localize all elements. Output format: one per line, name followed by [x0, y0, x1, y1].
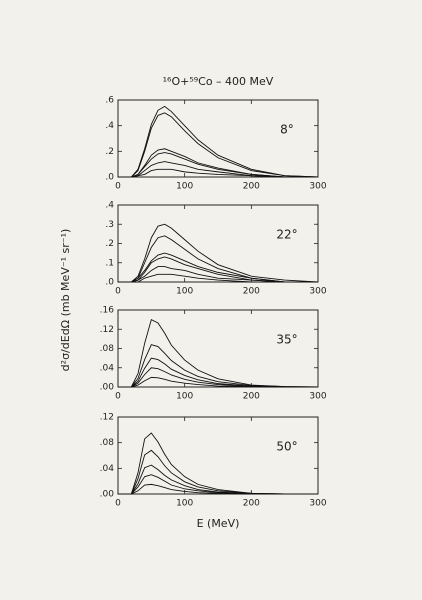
plot-frame — [117, 416, 319, 495]
curve — [118, 376, 318, 388]
y-tick-label: .12 — [100, 413, 114, 423]
x-tick-label: 300 — [309, 287, 326, 297]
x-tick-label: 100 — [176, 499, 193, 509]
y-tick-label: .04 — [100, 464, 115, 474]
y-tick-label: .12 — [100, 325, 114, 335]
y-tick-label: .1 — [105, 258, 114, 268]
y-tick-label: .4 — [105, 121, 114, 131]
curve — [118, 273, 318, 283]
y-tick-label: .16 — [100, 306, 115, 316]
x-tick-label: 0 — [115, 392, 121, 402]
curve — [118, 168, 318, 178]
x-tick-label: 200 — [243, 182, 260, 192]
curve — [118, 112, 319, 178]
y-tick-label: .0 — [105, 173, 114, 183]
angle-annotation: 8° — [280, 123, 294, 137]
x-axis-label: E (MeV) — [197, 517, 240, 530]
x-tick-label: 300 — [309, 392, 326, 402]
plot-frame — [117, 309, 319, 388]
curve — [118, 344, 319, 388]
curve — [118, 449, 318, 495]
curve — [118, 367, 318, 388]
y-tick-label: .6 — [105, 96, 114, 106]
x-tick-label: 300 — [309, 499, 326, 509]
curve — [118, 252, 318, 283]
y-tick-label: .00 — [100, 490, 115, 500]
x-tick-label: 300 — [309, 182, 326, 192]
x-tick-label: 200 — [243, 392, 260, 402]
y-tick-label: .0 — [105, 278, 114, 288]
curve — [118, 105, 319, 178]
y-axis-label: d²σ/dEdΩ (mb MeV⁻¹ sr⁻¹) — [59, 229, 72, 372]
angle-annotation: 22° — [276, 228, 297, 242]
curve — [118, 223, 319, 283]
x-tick-label: 200 — [243, 287, 260, 297]
x-tick-label: 200 — [243, 499, 260, 509]
y-tick-label: .04 — [100, 363, 115, 373]
y-tick-label: .08 — [100, 438, 115, 448]
curve — [118, 152, 318, 178]
x-tick-label: 0 — [115, 182, 121, 192]
y-tick-label: .2 — [105, 147, 114, 157]
angle-annotation: 50° — [276, 440, 297, 454]
curve — [118, 266, 318, 283]
plot-frame — [117, 99, 319, 178]
y-tick-label: .00 — [100, 383, 115, 393]
y-tick-label: .2 — [105, 239, 114, 249]
x-tick-label: 0 — [115, 499, 121, 509]
x-tick-label: 100 — [176, 392, 193, 402]
curve — [118, 357, 318, 388]
curve — [118, 256, 318, 283]
angle-annotation: 35° — [276, 333, 297, 347]
y-tick-label: .4 — [105, 201, 114, 211]
plot-frame — [117, 204, 319, 283]
y-tick-label: .08 — [100, 344, 115, 354]
curve — [118, 464, 318, 495]
x-tick-label: 0 — [115, 287, 121, 297]
x-tick-label: 100 — [176, 287, 193, 297]
curve — [118, 235, 318, 283]
x-tick-label: 100 — [176, 182, 193, 192]
curve — [118, 483, 318, 495]
figure-title: ¹⁶O+⁵⁹Co – 400 MeV — [163, 75, 274, 88]
y-tick-label: .3 — [105, 220, 114, 230]
curve — [118, 318, 319, 388]
